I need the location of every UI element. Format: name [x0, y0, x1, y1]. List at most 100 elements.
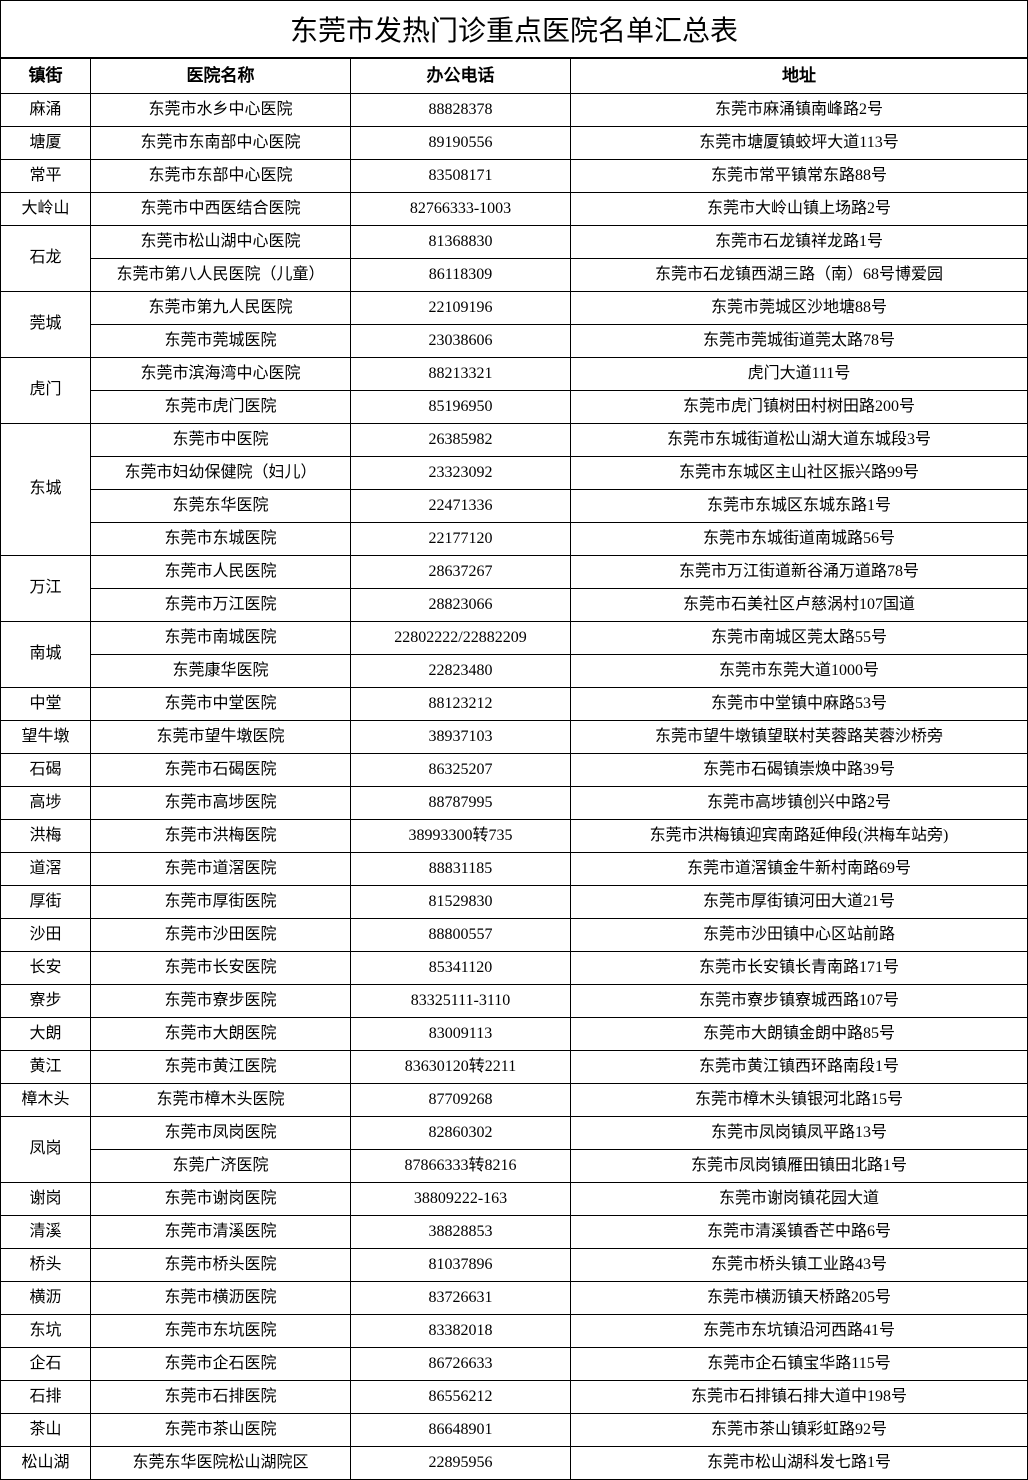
cell-address: 东莞市清溪镇香芒中路6号 [571, 1215, 1028, 1248]
table-row: 东坑东莞市东坑医院83382018东莞市东坑镇沿河西路41号 [1, 1314, 1028, 1347]
cell-phone: 88213321 [351, 357, 571, 390]
cell-address: 东莞市东城区东城东路1号 [571, 489, 1028, 522]
cell-hospital: 东莞市谢岗医院 [91, 1182, 351, 1215]
cell-hospital: 东莞市第九人民医院 [91, 291, 351, 324]
cell-hospital: 东莞市洪梅医院 [91, 819, 351, 852]
table-row: 厚街东莞市厚街医院81529830东莞市厚街镇河田大道21号 [1, 885, 1028, 918]
cell-address: 东莞市凤岗镇雁田镇田北路1号 [571, 1149, 1028, 1182]
cell-town: 寮步 [1, 984, 91, 1017]
cell-phone: 88831185 [351, 852, 571, 885]
cell-phone: 86726633 [351, 1347, 571, 1380]
cell-phone: 86118309 [351, 258, 571, 291]
cell-town: 谢岗 [1, 1182, 91, 1215]
cell-town: 凤岗 [1, 1116, 91, 1182]
cell-town: 樟木头 [1, 1083, 91, 1116]
table-row: 东莞市虎门医院85196950东莞市虎门镇树田村树田路200号 [1, 390, 1028, 423]
table-row: 凤岗东莞市凤岗医院82860302东莞市凤岗镇凤平路13号 [1, 1116, 1028, 1149]
table-row: 东莞市第八人民医院（儿童）86118309东莞市石龙镇西湖三路（南）68号博爱园 [1, 258, 1028, 291]
cell-address: 东莞市沙田镇中心区站前路 [571, 918, 1028, 951]
hospital-table: 镇街 医院名称 办公电话 地址 麻涌东莞市水乡中心医院88828378东莞市麻涌… [0, 58, 1028, 1480]
cell-hospital: 东莞市滨海湾中心医院 [91, 357, 351, 390]
cell-phone: 87709268 [351, 1083, 571, 1116]
cell-address: 东莞市中堂镇中麻路53号 [571, 687, 1028, 720]
cell-phone: 22109196 [351, 291, 571, 324]
cell-phone: 87866333转8216 [351, 1149, 571, 1182]
table-row: 东莞广济医院87866333转8216东莞市凤岗镇雁田镇田北路1号 [1, 1149, 1028, 1182]
cell-address: 东莞市莞城区沙地塘88号 [571, 291, 1028, 324]
table-row: 东莞市莞城医院23038606东莞市莞城街道莞太路78号 [1, 324, 1028, 357]
cell-address: 虎门大道111号 [571, 357, 1028, 390]
table-row: 东莞市妇幼保健院（妇儿）23323092东莞市东城区主山社区振兴路99号 [1, 456, 1028, 489]
cell-phone: 22823480 [351, 654, 571, 687]
cell-address: 东莞市桥头镇工业路43号 [571, 1248, 1028, 1281]
table-row: 望牛墩东莞市望牛墩医院38937103东莞市望牛墩镇望联村芙蓉路芙蓉沙桥旁 [1, 720, 1028, 753]
table-row: 道滘东莞市道滘医院88831185东莞市道滘镇金牛新村南路69号 [1, 852, 1028, 885]
cell-address: 东莞市石龙镇祥龙路1号 [571, 225, 1028, 258]
cell-phone: 85341120 [351, 951, 571, 984]
cell-town: 麻涌 [1, 93, 91, 126]
cell-town: 黄江 [1, 1050, 91, 1083]
cell-address: 东莞市石排镇石排大道中198号 [571, 1380, 1028, 1413]
cell-address: 东莞市谢岗镇花园大道 [571, 1182, 1028, 1215]
table-row: 茶山东莞市茶山医院86648901东莞市茶山镇彩虹路92号 [1, 1413, 1028, 1446]
cell-hospital: 东莞市第八人民医院（儿童） [91, 258, 351, 291]
cell-address: 东莞市石龙镇西湖三路（南）68号博爱园 [571, 258, 1028, 291]
cell-hospital: 东莞东华医院 [91, 489, 351, 522]
cell-phone: 81037896 [351, 1248, 571, 1281]
table-row: 万江东莞市人民医院28637267东莞市万江街道新谷涌万道路78号 [1, 555, 1028, 588]
cell-hospital: 东莞市水乡中心医院 [91, 93, 351, 126]
cell-town: 常平 [1, 159, 91, 192]
table-row: 洪梅东莞市洪梅医院38993300转735东莞市洪梅镇迎宾南路延伸段(洪梅车站旁… [1, 819, 1028, 852]
cell-phone: 23323092 [351, 456, 571, 489]
cell-hospital: 东莞市清溪医院 [91, 1215, 351, 1248]
cell-town: 虎门 [1, 357, 91, 423]
cell-hospital: 东莞市望牛墩医院 [91, 720, 351, 753]
cell-phone: 22177120 [351, 522, 571, 555]
cell-hospital: 东莞市茶山医院 [91, 1413, 351, 1446]
cell-address: 东莞市樟木头镇银河北路15号 [571, 1083, 1028, 1116]
cell-phone: 38937103 [351, 720, 571, 753]
cell-address: 东莞市道滘镇金牛新村南路69号 [571, 852, 1028, 885]
table-row: 横沥东莞市横沥医院83726631东莞市横沥镇天桥路205号 [1, 1281, 1028, 1314]
cell-address: 东莞市东城街道松山湖大道东城段3号 [571, 423, 1028, 456]
table-row: 企石东莞市企石医院86726633东莞市企石镇宝华路115号 [1, 1347, 1028, 1380]
cell-town: 石碣 [1, 753, 91, 786]
cell-hospital: 东莞市中医院 [91, 423, 351, 456]
cell-phone: 22802222/22882209 [351, 621, 571, 654]
table-row: 南城东莞市南城医院22802222/22882209东莞市南城区莞太路55号 [1, 621, 1028, 654]
cell-address: 东莞市虎门镇树田村树田路200号 [571, 390, 1028, 423]
cell-phone: 83325111-3110 [351, 984, 571, 1017]
cell-address: 东莞市寮步镇寮城西路107号 [571, 984, 1028, 1017]
cell-address: 东莞市东城区主山社区振兴路99号 [571, 456, 1028, 489]
table-row: 松山湖东莞东华医院松山湖院区22895956东莞市松山湖科发七路1号 [1, 1446, 1028, 1479]
cell-address: 东莞市塘厦镇蛟坪大道113号 [571, 126, 1028, 159]
cell-hospital: 东莞市万江医院 [91, 588, 351, 621]
cell-hospital: 东莞市东南部中心医院 [91, 126, 351, 159]
table-container: 东莞市发热门诊重点医院名单汇总表 镇街 医院名称 办公电话 地址 麻涌东莞市水乡… [0, 0, 1028, 1480]
cell-phone: 83726631 [351, 1281, 571, 1314]
table-row: 塘厦东莞市东南部中心医院89190556东莞市塘厦镇蛟坪大道113号 [1, 126, 1028, 159]
cell-phone: 81368830 [351, 225, 571, 258]
cell-town: 桥头 [1, 1248, 91, 1281]
cell-phone: 22471336 [351, 489, 571, 522]
cell-hospital: 东莞市东坑医院 [91, 1314, 351, 1347]
table-row: 东莞康华医院22823480东莞市东莞大道1000号 [1, 654, 1028, 687]
cell-town: 望牛墩 [1, 720, 91, 753]
cell-hospital: 东莞市妇幼保健院（妇儿） [91, 456, 351, 489]
cell-phone: 82860302 [351, 1116, 571, 1149]
cell-town: 厚街 [1, 885, 91, 918]
cell-hospital: 东莞市樟木头医院 [91, 1083, 351, 1116]
header-town: 镇街 [1, 59, 91, 94]
cell-address: 东莞市凤岗镇凤平路13号 [571, 1116, 1028, 1149]
cell-address: 东莞市大朗镇金朗中路85号 [571, 1017, 1028, 1050]
cell-phone: 83630120转2211 [351, 1050, 571, 1083]
cell-phone: 85196950 [351, 390, 571, 423]
table-row: 谢岗东莞市谢岗医院38809222-163东莞市谢岗镇花园大道 [1, 1182, 1028, 1215]
cell-town: 南城 [1, 621, 91, 687]
cell-town: 企石 [1, 1347, 91, 1380]
cell-hospital: 东莞市黄江医院 [91, 1050, 351, 1083]
table-row: 寮步东莞市寮步医院83325111-3110东莞市寮步镇寮城西路107号 [1, 984, 1028, 1017]
cell-address: 东莞市黄江镇西环路南段1号 [571, 1050, 1028, 1083]
table-row: 大岭山东莞市中西医结合医院82766333-1003东莞市大岭山镇上场路2号 [1, 192, 1028, 225]
cell-hospital: 东莞东华医院松山湖院区 [91, 1446, 351, 1479]
